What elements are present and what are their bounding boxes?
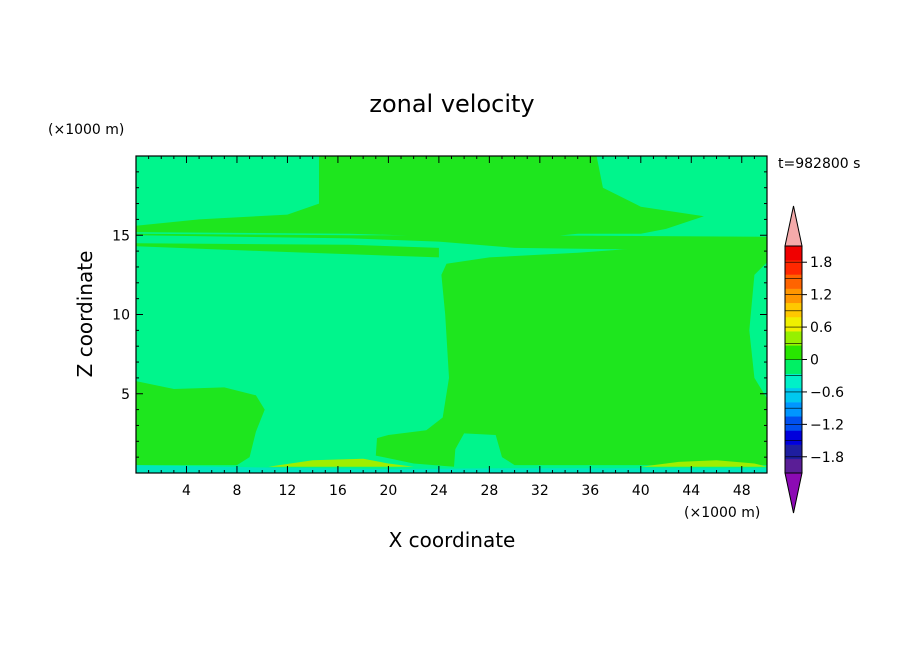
colorbar-tick-label: 1.2 bbox=[810, 288, 832, 304]
colorbar-swatch bbox=[785, 345, 802, 360]
contour-region-upper-left-positive bbox=[136, 156, 704, 240]
colorbar-swatch bbox=[785, 274, 802, 289]
colorbar-tick-label: −0.6 bbox=[810, 385, 844, 401]
y-tick-label: 15 bbox=[112, 228, 130, 244]
x-tick-label: 48 bbox=[733, 483, 751, 499]
contour-region-bottom-yellow-right bbox=[640, 460, 767, 467]
colorbar-swatch bbox=[785, 246, 802, 261]
y-tick-label: 5 bbox=[121, 387, 130, 403]
colorbar-swatch bbox=[785, 416, 802, 431]
x-tick-label: 28 bbox=[480, 483, 498, 499]
colorbar-tick-label: −1.8 bbox=[810, 450, 844, 466]
contour-region-bottom-cyan-strip bbox=[136, 465, 767, 473]
colorbar-swatch bbox=[785, 402, 802, 417]
x-tick-label: 44 bbox=[682, 483, 700, 499]
x-tick-label: 40 bbox=[632, 483, 650, 499]
y-unit-label: (×1000 m) bbox=[48, 122, 124, 138]
colorbar-tick-label: 1.8 bbox=[810, 255, 832, 271]
colorbar-swatch bbox=[785, 373, 802, 389]
contour-region-bottom-yellow-left bbox=[268, 458, 414, 467]
colorbar-swatch bbox=[785, 458, 802, 474]
x-unit-label: (×1000 m) bbox=[684, 505, 760, 521]
chart-title: zonal velocity bbox=[369, 90, 534, 118]
colorbar-swatch bbox=[785, 430, 802, 445]
x-tick-label: 12 bbox=[279, 483, 297, 499]
colorbar-swatch bbox=[785, 260, 802, 275]
y-tick-label: 10 bbox=[112, 308, 130, 324]
contour-region-lower-left-positive bbox=[136, 381, 265, 466]
colorbar-swatch bbox=[785, 316, 802, 332]
y-axis-ticks: 5 10 15 bbox=[112, 171, 767, 458]
x-tick-label: 24 bbox=[430, 483, 448, 499]
colorbar-swatch bbox=[785, 359, 802, 374]
colorbar-swatch bbox=[785, 387, 802, 403]
x-axis-ticks: 4 8 12 16 20 24 28 32 36 40 44 48 bbox=[148, 156, 755, 499]
colorbar-swatch bbox=[785, 288, 802, 304]
time-label: t=982800 s bbox=[778, 156, 860, 172]
colorbar-tick-label: 0 bbox=[810, 353, 819, 369]
x-tick-label: 4 bbox=[182, 483, 191, 499]
contour-plot-area bbox=[136, 156, 767, 473]
x-axis-label: X coordinate bbox=[389, 528, 516, 552]
colorbar: 1.8 1.2 0.6 0 −0.6 −1.2 −1.8 bbox=[784, 205, 844, 514]
contour-region-right-positive-block bbox=[375, 240, 767, 467]
colorbar-tick-label: 0.6 bbox=[810, 320, 832, 336]
colorbar-swatch bbox=[785, 302, 802, 318]
x-tick-label: 36 bbox=[581, 483, 599, 499]
colorbar-tick-label: −1.2 bbox=[810, 417, 844, 433]
colorbar-swatch bbox=[785, 444, 802, 460]
x-tick-label: 32 bbox=[531, 483, 549, 499]
y-axis-label: Z coordinate bbox=[73, 251, 97, 378]
colorbar-swatch bbox=[785, 331, 802, 346]
contour-region-band-15 bbox=[136, 233, 767, 252]
x-tick-label: 8 bbox=[232, 483, 241, 499]
contour-region-band-14 bbox=[136, 243, 439, 258]
x-tick-label: 20 bbox=[379, 483, 397, 499]
x-tick-label: 16 bbox=[329, 483, 347, 499]
